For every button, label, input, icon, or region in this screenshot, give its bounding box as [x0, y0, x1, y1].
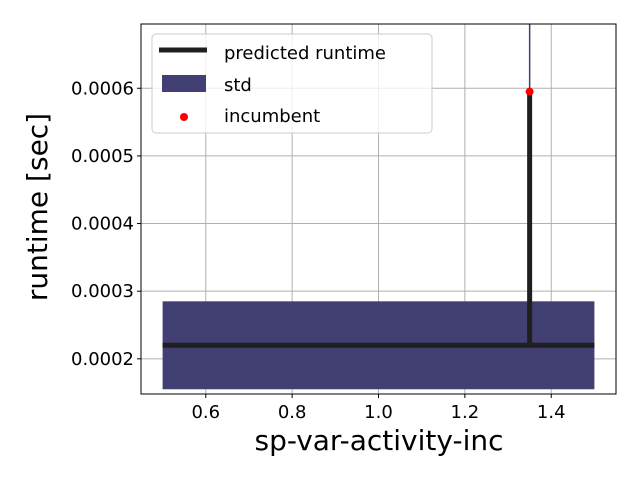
- legend-std-label: std: [224, 75, 252, 96]
- legend-incumbent-label: incumbent: [224, 106, 320, 127]
- y-tick-label: 0.0006: [71, 78, 134, 99]
- legend-box: [151, 33, 433, 134]
- incumbent-point: [525, 87, 534, 96]
- y-tick-label: 0.0003: [71, 281, 134, 302]
- legend-std-swatch: [162, 75, 206, 92]
- x-tick-label: 0.8: [278, 402, 307, 423]
- legend: predicted runtime std incumbent: [151, 33, 433, 134]
- y-tick-label: 0.0005: [71, 146, 134, 167]
- x-tick-label: 1.2: [451, 402, 480, 423]
- legend-predicted-label: predicted runtime: [224, 43, 386, 64]
- y-axis-title: runtime [sec]: [21, 113, 54, 301]
- x-tick-label: 1.4: [537, 402, 566, 423]
- legend-incumbent-swatch: [180, 113, 188, 121]
- predicted-runtime-line: [162, 91, 595, 348]
- x-tick-label: 0.6: [191, 402, 220, 423]
- ticks: 0.6 0.8 1.0 1.2 1.4 0.0002 0.0003 0.0004 0.0005 0…: [71, 78, 566, 423]
- x-tick-label: 1.0: [364, 402, 393, 423]
- y-tick-label: 0.0004: [71, 214, 134, 235]
- y-tick-label: 0.0002: [71, 349, 134, 370]
- x-axis-title: sp-var-activity-inc: [254, 424, 503, 457]
- series: [162, 24, 595, 390]
